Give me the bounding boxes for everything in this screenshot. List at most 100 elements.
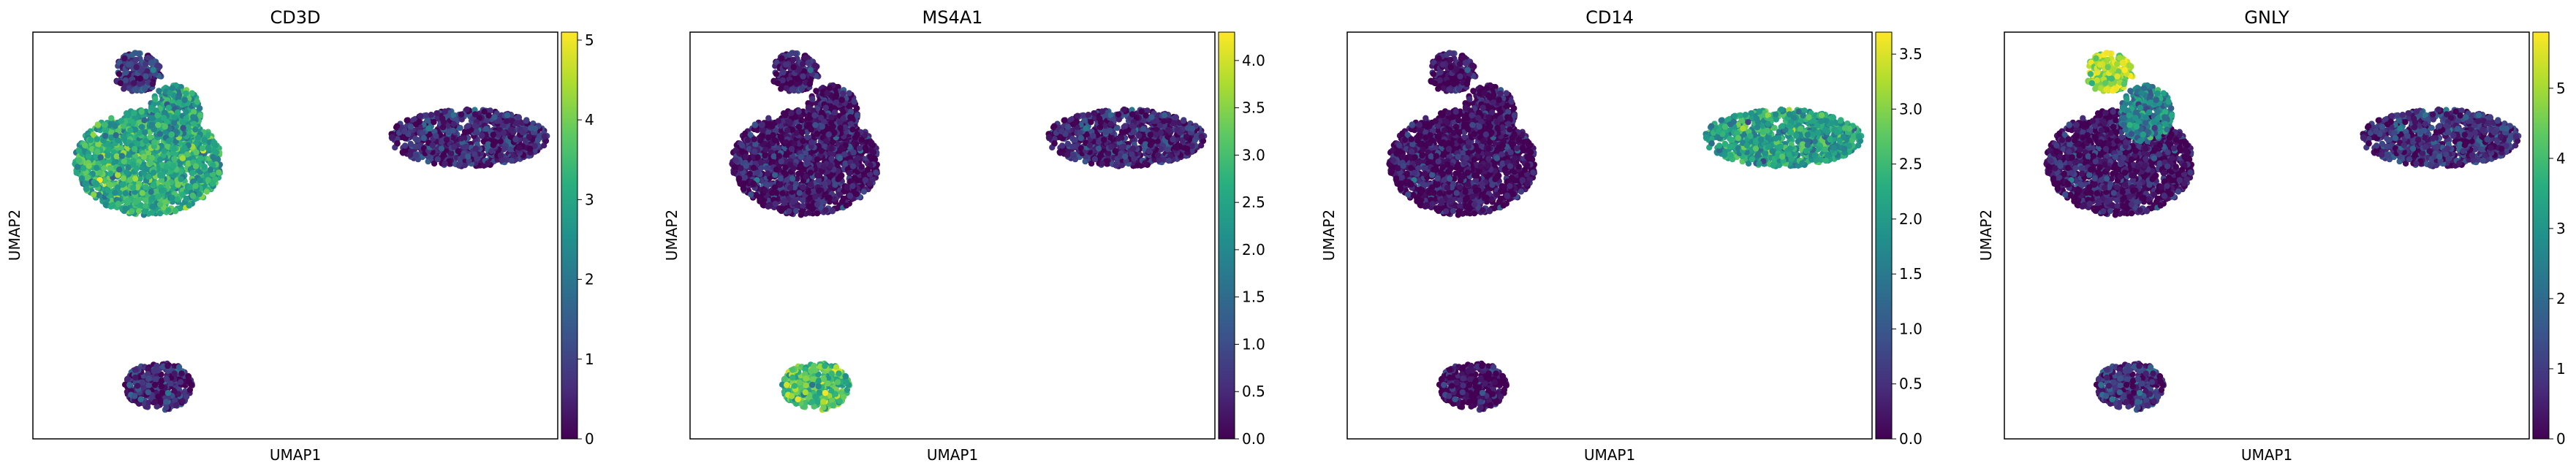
cell-point-cd3d: [181, 96, 188, 104]
cell-point-cd3d: [451, 144, 458, 150]
cell-point-cd3d: [85, 153, 92, 160]
cell-point-cd3d: [82, 142, 88, 149]
cell-point-cd3d: [471, 111, 479, 118]
cell-point-cd3d: [438, 145, 445, 152]
cell-point-ms4a1: [789, 50, 796, 56]
cell-point-cd3d: [143, 197, 149, 204]
panel-title-ms4a1: MS4A1: [923, 7, 983, 28]
cell-point-cd3d: [458, 135, 465, 142]
cell-point-cd3d: [163, 399, 170, 405]
cell-point-cd3d: [131, 80, 137, 86]
cell-point-cd3d: [148, 188, 154, 195]
cell-point-cd3d: [171, 370, 178, 377]
cell-point-ms4a1: [790, 64, 798, 71]
colorbar-tick-label: 1: [585, 351, 594, 368]
cell-point-cd3d: [118, 145, 124, 152]
cell-point-cd3d: [179, 119, 186, 126]
cell-point-cd3d: [541, 133, 548, 139]
cell-point-cd3d: [158, 383, 164, 390]
ylabel-cd3d: UMAP2: [6, 210, 23, 261]
cell-point-cd3d: [507, 126, 515, 134]
cell-point-ms4a1: [783, 85, 789, 92]
cell-point-cd3d: [497, 152, 504, 158]
cell-point-cd3d: [165, 104, 172, 111]
cell-point-cd3d: [205, 145, 212, 152]
cell-point-cd3d: [193, 149, 200, 156]
cell-point-cd3d: [122, 77, 129, 84]
cell-point-cd3d: [443, 137, 450, 143]
cell-point-cd3d: [155, 62, 162, 69]
colorbar-tick-label: 0: [585, 430, 594, 448]
cell-point-cd3d: [129, 208, 135, 215]
cell-point-cd3d: [118, 153, 126, 159]
cell-point-cd3d: [132, 199, 139, 205]
cell-point-cd3d: [210, 140, 217, 147]
cell-point-cd3d: [142, 129, 148, 136]
cell-point-cd3d: [455, 162, 462, 169]
cell-point-cd3d: [132, 50, 139, 56]
cell-point-cd3d: [171, 119, 178, 126]
cell-point-cd3d: [156, 201, 164, 208]
cell-point-ms4a1: [788, 80, 795, 86]
cell-point-ms4a1: [806, 80, 814, 88]
cell-point-cd3d: [169, 194, 175, 202]
cell-point-ms4a1: [796, 66, 803, 72]
cell-point-ms4a1: [807, 66, 814, 74]
cell-point-cd3d: [389, 134, 395, 141]
cell-point-cd3d: [115, 172, 121, 178]
cell-point-cd3d: [149, 80, 156, 88]
cell-point-cd3d: [121, 158, 127, 165]
cell-point-cd3d: [139, 66, 145, 72]
cell-point-cd3d: [102, 132, 109, 139]
cell-point-cd3d: [137, 396, 144, 402]
cell-point-cd3d: [96, 169, 103, 176]
cell-point-cd3d: [508, 157, 515, 164]
cell-point-cd3d: [205, 177, 211, 183]
cell-point-ms4a1: [778, 85, 784, 92]
cell-point-cd3d: [183, 195, 189, 202]
colorbar-cd3d: [561, 31, 578, 440]
cell-point-cd3d: [434, 156, 442, 163]
cell-point-cd3d: [118, 118, 124, 124]
cell-point-cd3d: [94, 121, 101, 128]
cell-point-cd3d: [401, 128, 408, 135]
cell-point-cd3d: [124, 375, 131, 383]
cell-point-cd3d: [112, 189, 118, 196]
cell-point-cd3d: [155, 394, 162, 400]
cell-point-cd3d: [129, 118, 135, 125]
cell-point-cd3d: [189, 192, 196, 199]
cell-point-cd3d: [507, 146, 514, 153]
cell-point-cd3d: [133, 64, 140, 71]
cell-point-cd3d: [157, 172, 164, 179]
cell-point-cd3d: [473, 129, 480, 135]
cell-point-cd3d: [151, 381, 159, 388]
cell-point-cd3d: [192, 183, 199, 189]
cell-point-cd3d: [105, 146, 112, 153]
cell-point-cd3d: [156, 156, 164, 163]
cell-point-cd3d: [105, 152, 111, 159]
cell-point-cd3d: [474, 156, 480, 162]
cell-point-cd3d: [172, 207, 179, 214]
cell-point-cd3d: [440, 152, 447, 158]
cell-point-cd3d: [163, 164, 170, 170]
cell-point-cd3d: [132, 367, 139, 373]
cell-point-cd3d: [134, 140, 140, 147]
cell-point-cd3d: [496, 131, 502, 138]
cell-point-cd3d: [416, 118, 423, 125]
cell-point-cd3d: [458, 111, 465, 118]
cell-point-cd3d: [80, 165, 87, 172]
cell-point-cd3d: [136, 80, 143, 88]
cell-point-cd3d: [137, 75, 143, 82]
cell-point-cd3d: [132, 86, 138, 93]
cell-point-cd3d: [463, 106, 471, 113]
cell-point-ms4a1: [806, 60, 812, 67]
cell-point-cd3d: [154, 112, 161, 119]
cell-point-cd3d: [102, 121, 108, 129]
cell-point-cd3d: [97, 154, 104, 161]
cell-point-cd3d: [164, 376, 170, 383]
cell-point-cd3d: [152, 96, 159, 102]
cell-point-cd3d: [150, 194, 156, 201]
cell-point-cd3d: [194, 134, 202, 141]
cell-point-cd3d: [120, 134, 127, 140]
cell-point-cd3d: [472, 145, 480, 152]
